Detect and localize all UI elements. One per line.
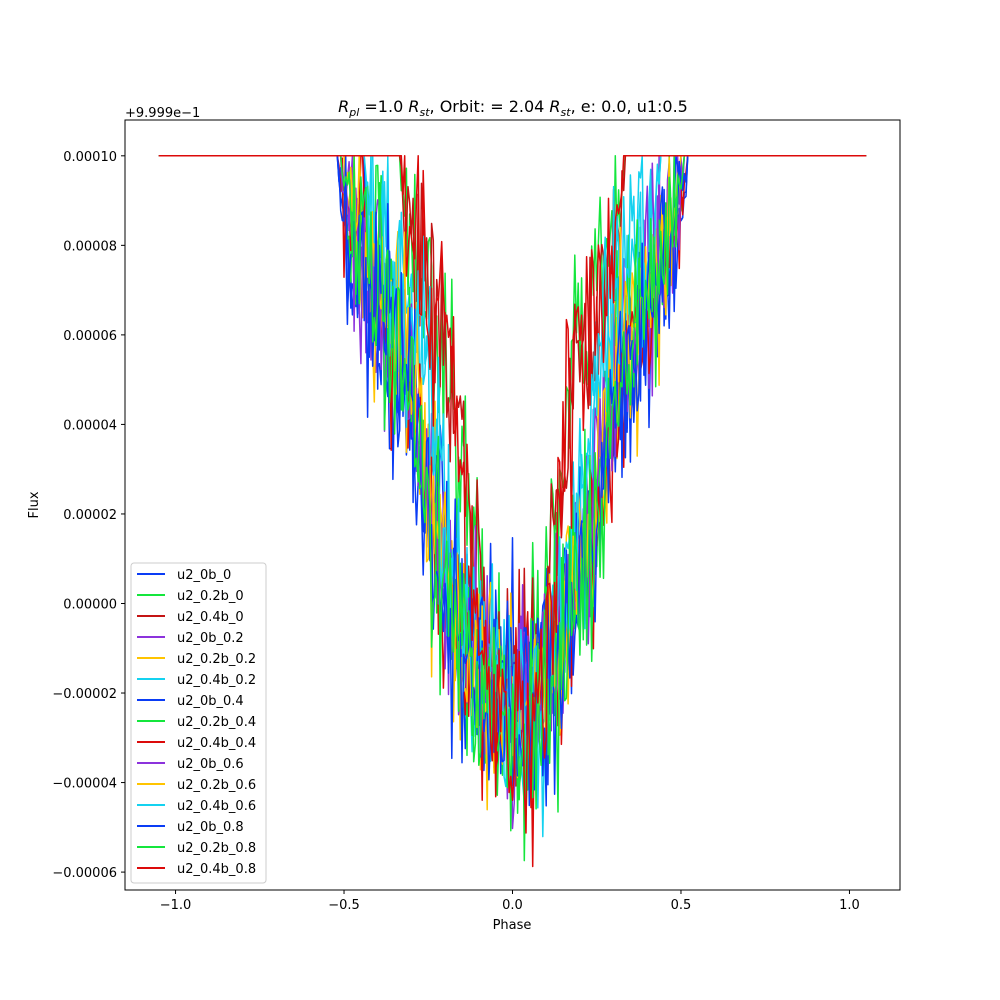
series-line-u2_0-4b_0-8: [158, 155, 867, 834]
legend-label: u2_0.2b_0: [177, 589, 244, 604]
x-tick-label: 1.0: [839, 898, 860, 913]
legend-label: u2_0.4b_0.2: [177, 673, 256, 688]
legend-label: u2_0.4b_0.4: [177, 736, 256, 751]
legend-label: u2_0b_0.4: [177, 694, 244, 709]
legend: u2_0b_0 u2_0.2b_0 u2_0.4b_0 u2_0b_0.2 u2_0.2…: [130, 562, 267, 884]
chart-title: Rpl =1.0 Rst, Orbit: = 2.04 Rst, e: 0.0,…: [338, 97, 688, 119]
x-tick-label: −1.0: [160, 898, 192, 913]
x-axis: −1.0 −0.5 0.0 0.5 1.0: [160, 890, 860, 913]
y-tick-label: −0.00006: [52, 866, 117, 881]
x-tick-label: 0.0: [502, 898, 523, 913]
y-tick-label: 0.00010: [63, 150, 117, 165]
legend-label: u2_0b_0.8: [177, 820, 244, 835]
plot-lines: [158, 155, 867, 868]
legend-label: u2_0.4b_0.8: [177, 862, 256, 877]
legend-label: u2_0.2b_0.8: [177, 841, 256, 856]
x-tick-label: −0.5: [328, 898, 360, 913]
x-tick-label: 0.5: [671, 898, 692, 913]
legend-label: u2_0.2b_0.4: [177, 715, 256, 730]
legend-box: [130, 562, 267, 884]
y-tick-label: −0.00002: [52, 687, 117, 702]
x-axis-label: Phase: [493, 918, 532, 933]
legend-label: u2_0.2b_0.2: [177, 652, 256, 667]
legend-label: u2_0.2b_0.6: [177, 778, 256, 793]
y-tick-label: 0.00004: [63, 418, 117, 433]
y-axis: 0.00010 0.00008 0.00006 0.00004 0.00002 0.000…: [52, 150, 125, 881]
y-axis-label: Flux: [27, 491, 42, 518]
y-tick-label: 0.00008: [63, 239, 117, 254]
legend-label: u2_0.4b_0: [177, 610, 244, 625]
legend-label: u2_0.4b_0.6: [177, 799, 256, 814]
y-tick-label: 0.00000: [63, 597, 117, 612]
legend-label: u2_0b_0: [177, 568, 231, 583]
legend-label: u2_0b_0.6: [177, 757, 244, 772]
legend-label: u2_0b_0.2: [177, 631, 244, 646]
y-tick-label: 0.00002: [63, 508, 117, 523]
y-tick-label: −0.00004: [52, 777, 117, 792]
y-tick-label: 0.00006: [63, 329, 117, 344]
y-offset-text: +9.999e−1: [125, 106, 200, 121]
